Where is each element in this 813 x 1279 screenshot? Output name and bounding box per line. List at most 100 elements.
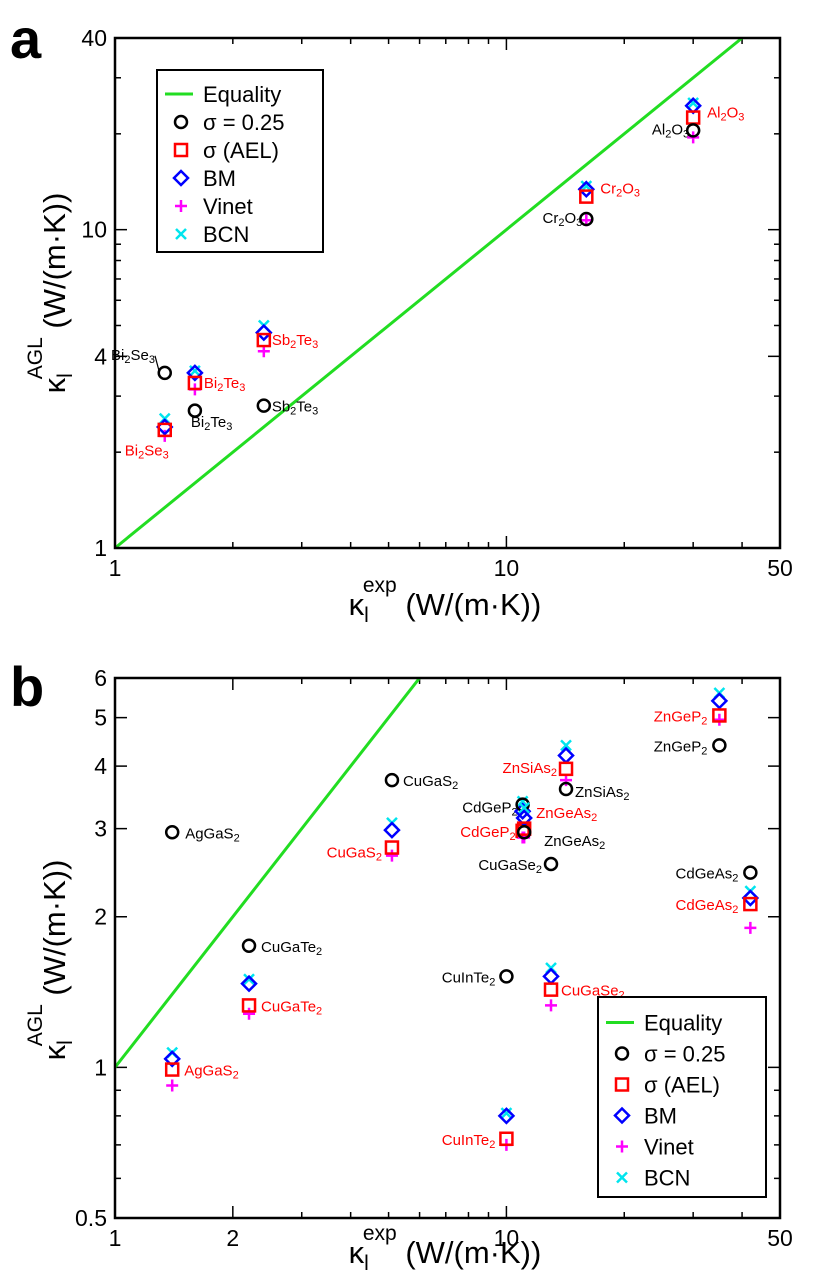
point-BM-CuGaS2 bbox=[383, 821, 401, 839]
point-BM-Bi2Te3 bbox=[186, 364, 204, 382]
x-tick-label: 2 bbox=[226, 1225, 239, 1251]
point-BM-ZnSiAs2 bbox=[557, 746, 575, 765]
point-sigmaAEL-CuGaS2 bbox=[384, 840, 400, 855]
point-sigma025-Sb2Te3 bbox=[256, 398, 272, 413]
point-BM-CuInTe2 bbox=[497, 1107, 516, 1125]
point-sigmaAEL-ZnGeP2 bbox=[712, 708, 727, 723]
legend-swatch-Vinet bbox=[175, 200, 187, 212]
material-label: ZnSiAs2 bbox=[575, 784, 629, 803]
material-label: ZnGeP2 bbox=[654, 738, 708, 757]
point-sigmaAEL-CuInTe2 bbox=[499, 1131, 514, 1147]
material-label: Al2O3 bbox=[707, 105, 744, 124]
point-BM-Cr2O3 bbox=[577, 180, 596, 198]
material-label: AgGaS2 bbox=[184, 1063, 239, 1082]
material-label: CdGeP2 bbox=[460, 824, 515, 843]
point-sigmaAEL-Cr2O3 bbox=[579, 189, 594, 204]
material-label: CdGeAs2 bbox=[676, 866, 739, 885]
legend-box bbox=[597, 996, 767, 1198]
material-label: Bi2Se3 bbox=[125, 442, 169, 461]
legend-label-sigma025: σ = 0.25 bbox=[203, 110, 284, 135]
material-label: Al2O3 bbox=[652, 121, 689, 140]
material-label: CdGeAs2 bbox=[676, 897, 739, 916]
legend-label-BM: BM bbox=[644, 1104, 677, 1129]
point-Vinet-ZnGeP2 bbox=[713, 713, 726, 726]
material-label: CdGeP2 bbox=[462, 800, 517, 819]
point-BM-CuGaTe2 bbox=[240, 974, 258, 993]
equality-line bbox=[115, 38, 744, 548]
point-BCN-CuInTe2 bbox=[500, 1107, 513, 1120]
point-sigmaAEL-Sb2Te3 bbox=[256, 332, 272, 348]
legend-label-Vinet: Vinet bbox=[203, 194, 253, 219]
material-label: CuGaS2 bbox=[403, 773, 458, 792]
legend-label-BM: BM bbox=[203, 166, 236, 191]
y-tick-label: 5 bbox=[94, 705, 107, 731]
legend-label-BCN: BCN bbox=[203, 222, 249, 247]
point-sigmaAEL-ZnSiAs2 bbox=[558, 761, 574, 777]
plot-frame bbox=[113, 676, 782, 1220]
y-tick-label: 3 bbox=[94, 816, 107, 842]
material-label: Sb2Te3 bbox=[272, 399, 318, 418]
legend: Equality σ = 0.25 σ (AEL) BM Vinet BCN bbox=[597, 996, 767, 1198]
y-tick-label: 4 bbox=[94, 753, 107, 779]
legend-swatch-BCN bbox=[616, 1171, 628, 1184]
legend-label-equality: Equality bbox=[203, 82, 281, 107]
material-label: Cr2O3 bbox=[600, 181, 640, 200]
point-sigma025-Bi2Te3 bbox=[187, 403, 203, 418]
material-label: CuGaS2 bbox=[327, 845, 382, 864]
y-tick-label: 1 bbox=[94, 1054, 107, 1080]
material-label: Sb2Te3 bbox=[272, 332, 318, 351]
point-sigma025-CuGaSe2 bbox=[543, 856, 559, 872]
point-sigma025-ZnSiAs2 bbox=[558, 781, 574, 797]
x-tick-label: 10 bbox=[494, 555, 520, 581]
point-sigmaAEL-CuGaTe2 bbox=[241, 998, 257, 1013]
material-label: ZnGeAs2 bbox=[544, 833, 605, 852]
legend-swatch-BM bbox=[172, 169, 190, 187]
material-label: ZnSiAs2 bbox=[503, 760, 557, 779]
plot-frame bbox=[113, 36, 782, 550]
panel-letter: a bbox=[10, 7, 42, 70]
y-tick-label: 2 bbox=[94, 904, 107, 930]
y-tick-label: 4 bbox=[94, 343, 107, 369]
material-label: ZnGeP2 bbox=[654, 708, 708, 727]
material-label: ZnGeAs2 bbox=[536, 805, 597, 824]
material-label: Bi2Te3 bbox=[191, 414, 232, 433]
point-BM-Sb2Te3 bbox=[255, 323, 273, 342]
panel-b: b1 2 10 500.5123456AgGaS2AgGaS2CuGaTe2CuGaT… bbox=[10, 655, 793, 1275]
point-sigmaAEL-Bi2Te3 bbox=[187, 375, 203, 391]
legend-label-sigma025: σ = 0.25 bbox=[644, 1042, 725, 1067]
legend-box bbox=[156, 69, 324, 253]
legend-label-sigmaAEL: σ (AEL) bbox=[644, 1073, 720, 1098]
legend: Equality σ = 0.25 σ (AEL) BM Vinet BCN bbox=[156, 69, 324, 253]
point-BCN-CuGaTe2 bbox=[243, 973, 255, 986]
point-sigma025-CuGaS2 bbox=[384, 772, 400, 788]
legend-swatch-BCN bbox=[175, 228, 187, 240]
legend-swatch-sigma025 bbox=[173, 114, 189, 130]
point-sigma025-AgGaS2 bbox=[164, 825, 180, 840]
point-sigma025-CuInTe2 bbox=[499, 969, 514, 984]
point-Vinet-CuGaTe2 bbox=[243, 1007, 256, 1020]
legend-label-Vinet: Vinet bbox=[644, 1135, 694, 1160]
material-label: AgGaS2 bbox=[185, 825, 240, 844]
annotations: Bi2Se3 Bi2Se3 Bi2Te3 Bi2Te3 Sb2Te3 Sb2Te3 Cr2O… bbox=[111, 105, 744, 462]
point-Vinet-CuGaS2 bbox=[385, 849, 398, 862]
x-tick-label: 1 bbox=[109, 1225, 122, 1251]
y-tick-label: 0.5 bbox=[75, 1205, 107, 1231]
panel-letter: b bbox=[10, 655, 44, 718]
legend-label-BCN: BCN bbox=[644, 1166, 690, 1191]
material-label: CuGaSe2 bbox=[561, 983, 625, 1002]
point-BM-ZnGeAs2 bbox=[515, 809, 533, 827]
y-tick-label: 10 bbox=[81, 217, 107, 243]
material-label: CuGaTe2 bbox=[261, 998, 322, 1017]
material-label: Bi2Se3 bbox=[111, 347, 155, 366]
point-sigmaAEL-CdGeAs2 bbox=[743, 896, 758, 912]
y-axis-label: κlAGL (W/(m·K)) bbox=[24, 193, 77, 394]
data-points bbox=[163, 687, 760, 1151]
legend-label-equality: Equality bbox=[644, 1011, 722, 1036]
x-tick-label: 50 bbox=[767, 555, 793, 581]
data-points bbox=[155, 97, 702, 442]
point-sigma025-CuGaTe2 bbox=[241, 938, 257, 954]
x-axis-label: κlexp (W/(m·K)) bbox=[349, 574, 542, 627]
y-tick-label: 40 bbox=[81, 25, 107, 51]
material-label: Bi2Te3 bbox=[204, 375, 245, 394]
point-sigma025-ZnGeP2 bbox=[712, 738, 727, 753]
